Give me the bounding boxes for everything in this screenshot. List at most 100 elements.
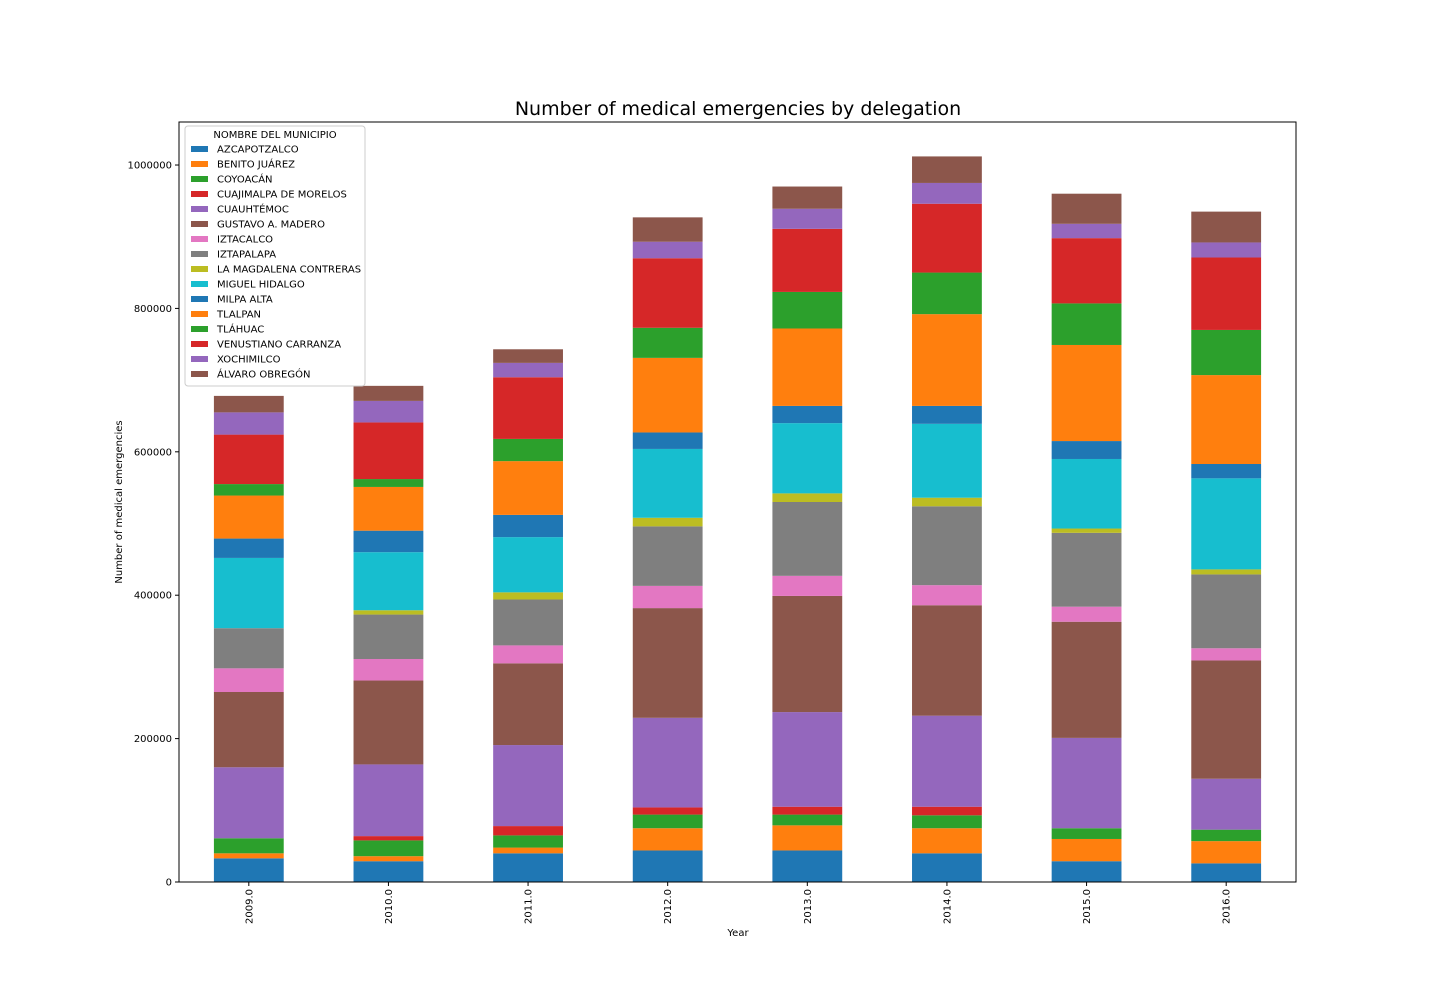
bar-segment bbox=[353, 486, 424, 531]
bar-segment bbox=[353, 856, 424, 862]
bar-segment bbox=[1051, 458, 1122, 529]
bar-segment bbox=[1191, 660, 1262, 779]
bar-segment bbox=[353, 680, 424, 765]
bars-layer bbox=[213, 156, 1262, 882]
bar-segment bbox=[632, 608, 703, 718]
bar-segment bbox=[213, 434, 284, 485]
bar-segment bbox=[632, 217, 703, 242]
legend-label: TLALPAN bbox=[216, 310, 261, 321]
bar-segment bbox=[1051, 238, 1122, 304]
y-tick-label: 800000 bbox=[134, 304, 172, 315]
bar-segment bbox=[772, 502, 843, 576]
bar-segment bbox=[912, 156, 982, 183]
legend-label: TLÁHUAC bbox=[216, 323, 264, 336]
bar-segment bbox=[772, 291, 843, 329]
bar-segment bbox=[912, 828, 982, 854]
bar-segment bbox=[213, 495, 284, 539]
bar-segment bbox=[772, 850, 843, 882]
legend-swatch bbox=[191, 341, 208, 347]
legend-label: GUSTAVO A. MADERO bbox=[217, 220, 325, 231]
x-axis: 2009.0 2010.0 2011.0 2012.0 2013.0 2014.0 2015… bbox=[244, 882, 1233, 924]
bar-segment bbox=[912, 497, 982, 507]
bar-segment bbox=[353, 400, 424, 423]
legend-swatch bbox=[191, 161, 208, 167]
bar-segment bbox=[1051, 828, 1122, 839]
legend-label: IZTAPALAPA bbox=[217, 250, 276, 261]
x-tick-label: 2010.0 bbox=[384, 889, 395, 924]
bar-segment bbox=[912, 605, 982, 716]
bar-segment bbox=[213, 858, 284, 882]
legend-swatch bbox=[191, 311, 208, 317]
bar-segment bbox=[1051, 861, 1122, 882]
bar-segment bbox=[493, 362, 563, 378]
legend-title: NOMBRE DEL MUNICIPIO bbox=[213, 130, 336, 141]
legend-swatch bbox=[191, 191, 208, 197]
bar-segment bbox=[1191, 242, 1262, 258]
bar-segment bbox=[493, 745, 563, 827]
bar-segment bbox=[912, 585, 982, 606]
legend-label: CUAUHTÉMOC bbox=[217, 203, 289, 216]
bar-segment bbox=[353, 861, 424, 882]
legend-swatch bbox=[191, 281, 208, 287]
chart-title: Number of medical emergencies by delegat… bbox=[515, 98, 961, 120]
legend-swatch bbox=[191, 176, 208, 182]
legend-label: COYOACÁN bbox=[217, 173, 273, 186]
bar-segment bbox=[772, 208, 843, 229]
bar-segment bbox=[912, 806, 982, 816]
legend-label: VENUSTIANO CARRANZA bbox=[217, 340, 341, 351]
bar-segment bbox=[772, 825, 843, 851]
bar-segment bbox=[912, 423, 982, 498]
bar-segment bbox=[493, 847, 563, 854]
x-tick-label: 2016.0 bbox=[1222, 889, 1233, 924]
bar-segment bbox=[353, 840, 424, 857]
bar-segment bbox=[353, 530, 424, 553]
bar-segment bbox=[632, 432, 703, 449]
bar-segment bbox=[772, 228, 843, 292]
bar-segment bbox=[772, 186, 843, 209]
y-tick-label: 1000000 bbox=[127, 161, 172, 172]
bar-segment bbox=[213, 395, 284, 413]
bar-segment bbox=[493, 835, 563, 848]
y-tick-label: 400000 bbox=[134, 591, 172, 602]
bar-segment bbox=[632, 717, 703, 808]
bar-segment bbox=[353, 610, 424, 615]
bar-segment bbox=[772, 493, 843, 502]
bar-segment bbox=[632, 258, 703, 328]
bar-segment bbox=[353, 552, 424, 611]
legend-swatch bbox=[191, 326, 208, 332]
bar-segment bbox=[1191, 464, 1262, 479]
plot-frame bbox=[178, 121, 1297, 883]
bar-segment bbox=[1051, 303, 1122, 345]
bar-segment bbox=[213, 557, 284, 629]
bar-segment bbox=[1051, 838, 1122, 862]
bar-segment bbox=[632, 448, 703, 518]
bar-segment bbox=[213, 412, 284, 435]
bar-segment bbox=[632, 517, 703, 527]
legend-label: MILPA ALTA bbox=[217, 295, 273, 306]
legend-label: ÁLVARO OBREGÓN bbox=[217, 368, 310, 381]
x-tick-label: 2015.0 bbox=[1082, 889, 1093, 924]
legend-swatch bbox=[191, 296, 208, 302]
bar-segment bbox=[353, 385, 424, 401]
bar-segment bbox=[353, 836, 424, 841]
bar-segment bbox=[1051, 223, 1122, 239]
bar-segment bbox=[213, 538, 284, 558]
y-axis: 0 200000 400000 600000 800000 1000000 bbox=[127, 161, 179, 889]
bar-segment bbox=[772, 328, 843, 406]
bar-segment bbox=[1191, 375, 1262, 464]
legend-swatch bbox=[191, 236, 208, 242]
bar-segment bbox=[1051, 621, 1122, 738]
bar-segment bbox=[912, 203, 982, 273]
bar-segment bbox=[213, 838, 284, 854]
bar-segment bbox=[213, 767, 284, 839]
bar-segment bbox=[493, 461, 563, 515]
bar-segment bbox=[632, 327, 703, 358]
legend-label: AZCAPOTZALCO bbox=[217, 145, 299, 156]
bar-segment bbox=[493, 349, 563, 363]
y-axis-label: Number of medical emergencies bbox=[114, 420, 125, 583]
bar-segment bbox=[632, 585, 703, 609]
legend-swatch bbox=[191, 251, 208, 257]
legend-swatch bbox=[191, 356, 208, 362]
bar-segment bbox=[213, 853, 284, 859]
y-tick-label: 200000 bbox=[134, 734, 172, 745]
